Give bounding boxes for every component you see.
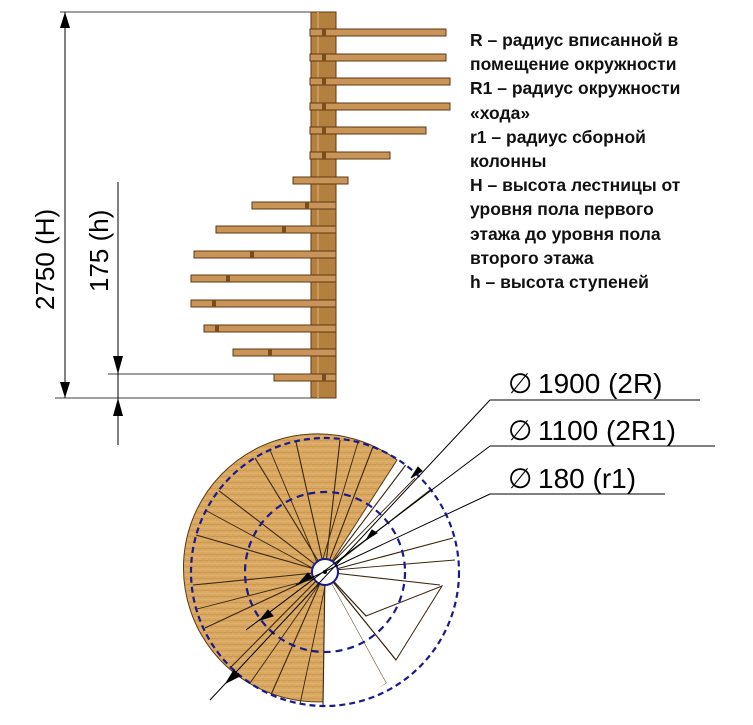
walk-diameter-label: 1100 (2R1) [538, 415, 676, 446]
walk-circle-2R1 [243, 490, 407, 654]
legend-line: «хода» [470, 102, 531, 123]
legend-line: H – высота лестницы от [470, 175, 681, 196]
legend-line: h – высота ступеней [470, 272, 649, 293]
legend-line: второго этажа [470, 247, 594, 268]
diameter-symbol-1: ∅ [508, 368, 532, 399]
total-height-label: 2750 (H) [30, 209, 60, 310]
diameter-symbol-2: ∅ [508, 415, 532, 446]
outer-circle-2R [189, 436, 461, 708]
legend: R – радиус вписанной в помещение окружно… [470, 28, 750, 294]
tread-edges [192, 439, 454, 706]
legend-line: R1 – радиус окружности [470, 78, 681, 99]
legend-line: колонны [470, 151, 547, 172]
outer-diameter-label: 1900 (2R) [538, 368, 663, 399]
arrow-h-top [113, 356, 123, 374]
arrow-top [60, 12, 70, 28]
legend-line: R – радиус вписанной в [470, 30, 679, 50]
treads-left [190, 176, 349, 382]
leader-lines [209, 399, 715, 701]
legend-line: помещение окружности [470, 54, 677, 75]
plan-view: ∅ 1900 (2R) ∅ 1100 (2R1) ∅ 180 (r1) [183, 368, 715, 708]
column-diameter-label: 180 (r1) [538, 463, 636, 494]
arrow-bottom [60, 382, 70, 398]
dimension-labels: ∅ 1900 (2R) ∅ 1100 (2R1) ∅ 180 (r1) [508, 368, 676, 494]
arrow-h-bottom [113, 398, 123, 416]
treads-right [309, 28, 451, 160]
elevation-view: 2750 (H) 175 (h) [30, 11, 451, 445]
legend-line: этажа до уровня пола [470, 223, 661, 244]
legend-line: r1 – радиус сборной [470, 126, 646, 147]
diameter-symbol-3: ∅ [508, 463, 532, 494]
step-height-label: 175 (h) [84, 210, 114, 292]
legend-line: уровня пола первого [470, 199, 654, 220]
landing-opening [323, 572, 386, 706]
